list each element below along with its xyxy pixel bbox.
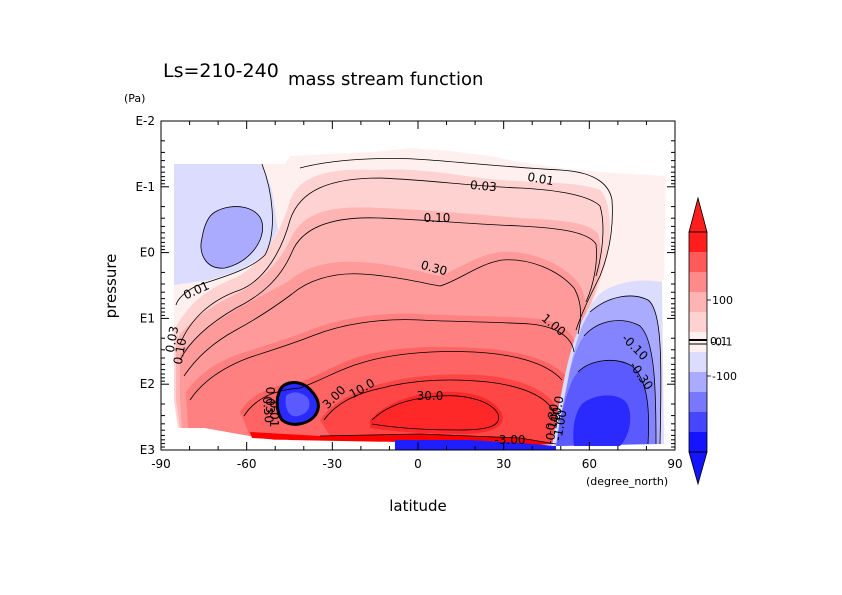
x-tick-label: 90 (667, 457, 682, 471)
colorbar-swatch (689, 392, 707, 412)
y-tick-label: E2 (140, 377, 155, 391)
chart-title: mass stream function (288, 69, 483, 90)
stream-function-field (174, 148, 666, 450)
contour-line-10p0 (323, 379, 555, 421)
contour-label: -0.30 (542, 403, 561, 436)
contour-line-3p00 (243, 351, 563, 417)
y-axis-label: pressure (102, 254, 120, 319)
x-tick-label: 30 (496, 457, 511, 471)
contour-label: -3.00 (494, 433, 525, 447)
colorbar-tick-label: -100 (712, 370, 737, 383)
colorbar-swatch (689, 412, 707, 432)
colorbar-swatch (689, 232, 707, 252)
contour-line-0p01-north (299, 158, 613, 331)
contour-lines (175, 158, 662, 445)
contour-label: 0.30 (260, 396, 276, 424)
colorbar-swatch (689, 312, 707, 332)
colorbar-swatch (689, 332, 707, 352)
contour-label: -10.0 (547, 395, 566, 428)
contour-line-bottom (319, 433, 557, 445)
x-tick-label: -60 (237, 457, 257, 471)
y-tick-label: E0 (140, 246, 155, 260)
contour-label: 0.30 (419, 258, 448, 278)
colorbar-swatch (689, 252, 707, 272)
contour-label: 0.10 (171, 337, 189, 366)
field-blob-south-inner (285, 392, 310, 417)
colorbar-overlap-label: 0.1 (710, 335, 728, 348)
contour-line-0p30 (183, 259, 582, 377)
contour-label: 30.0 (417, 389, 444, 403)
colorbar-frame (688, 231, 708, 453)
x-tick-label: 0 (414, 457, 422, 471)
contour-line-0p10 (179, 217, 597, 361)
y-tick-label: E1 (140, 311, 155, 325)
y-axis: E-2 E-1 E0 E1 E2 E3 (135, 114, 675, 457)
x-tick-label: -30 (323, 457, 343, 471)
contour-label: 0.03 (263, 387, 277, 414)
field-band-neg-upper-left-inner (200, 206, 264, 269)
colorbar: 100 -100 0.1-0.1 (688, 196, 737, 486)
colorbar-overlap-label: -0.1 (711, 336, 732, 349)
field-bottom-blue-strip (395, 440, 556, 450)
contour-label: 0.10 (424, 211, 451, 225)
y-tick-label: E-2 (135, 114, 155, 128)
contour-line-1p00 (189, 319, 575, 401)
contour-line-neg-0p10 (589, 295, 662, 445)
contour-line-neg-1p00 (577, 359, 650, 445)
x-tick-label: 60 (582, 457, 597, 471)
x-tick-label: -90 (151, 457, 171, 471)
contour-line-neg-0p30 (583, 320, 657, 445)
colorbar-swatch (689, 272, 707, 292)
y-tick-label: E-1 (135, 180, 155, 194)
contour-label: 0.03 (163, 325, 181, 354)
contour-label: 0.01 (526, 170, 555, 188)
colorbar-swatch (689, 372, 707, 392)
contour-label: -0.10 (542, 413, 561, 446)
contour-line-0p03 (179, 177, 604, 345)
x-axis-label: latitude (389, 497, 447, 515)
x-unit: (degree_north) (586, 475, 668, 488)
contour-line-30p0 (371, 395, 500, 431)
colorbar-swatch (689, 292, 707, 312)
contour-label: 0.03 (469, 178, 497, 194)
y-tick-label: E3 (140, 443, 155, 457)
colorbar-tick-label: 100 (712, 294, 733, 307)
colorbar-bottom-arrow (688, 451, 708, 486)
contour-line-0p01 (175, 163, 273, 306)
period-label: Ls=210-240 (163, 60, 279, 82)
colorbar-swatch (689, 432, 707, 452)
colorbar-swatch (689, 352, 707, 372)
x-axis: -90 -60 -30 0 30 60 90 (151, 121, 683, 471)
contour-label: 0.01 (267, 401, 281, 428)
contour-label: -1.00 (550, 409, 569, 442)
field-band-neg-north-3p00 (573, 395, 631, 446)
y-unit: (Pa) (124, 92, 145, 105)
colorbar-top-arrow (688, 196, 708, 233)
